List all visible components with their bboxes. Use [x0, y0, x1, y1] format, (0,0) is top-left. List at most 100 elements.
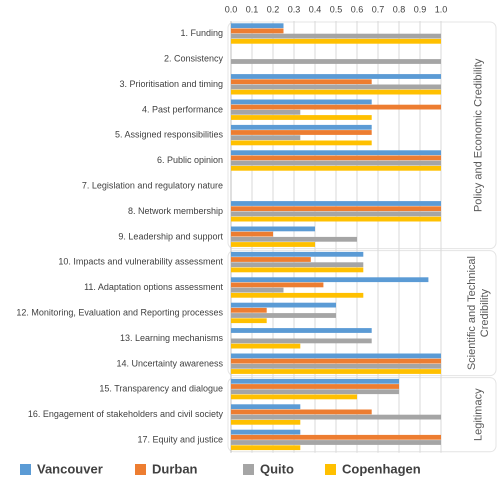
group-label-box: Policy and Economic Credibility: [472, 58, 485, 213]
bar: [231, 363, 441, 369]
bar: [231, 409, 372, 415]
bar: [231, 38, 441, 44]
y-tick-label: 2. Consistency: [164, 53, 224, 63]
bar: [231, 429, 301, 435]
y-tick-label: 10. Impacts and vulnerability assessment: [58, 257, 223, 267]
y-tick-label: 16. Engagement of stakeholders and civil…: [28, 409, 224, 419]
group-box: [227, 21, 497, 250]
legend-swatch: [20, 464, 31, 475]
y-tick-label: 14. Uncertainty awareness: [116, 358, 223, 368]
bar: [231, 267, 364, 273]
bar: [231, 160, 441, 166]
bar: [231, 257, 311, 262]
y-tick-label: 9. Leadership and support: [118, 231, 223, 241]
legend-swatch: [243, 464, 254, 475]
x-tick-label: 0.5: [330, 4, 343, 14]
x-tick-label: 0.8: [393, 4, 406, 14]
x-tick-label: 0.0: [225, 4, 238, 14]
group-label: Legitimacy: [472, 388, 485, 442]
bar: [231, 358, 441, 364]
y-tick-label: 13. Learning mechanisms: [120, 333, 224, 343]
bar: [231, 440, 441, 445]
y-tick-label: 7. Legislation and regulatory nature: [82, 180, 223, 190]
y-tick-label: 1. Funding: [180, 28, 223, 38]
bar: [231, 287, 284, 293]
group-box: [227, 377, 497, 453]
bar: [231, 59, 441, 64]
y-tick-label: 3. Prioritisation and timing: [119, 79, 223, 89]
y-tick-label: 8. Network membership: [128, 206, 223, 216]
bar: [231, 33, 441, 39]
legend-swatch: [325, 464, 336, 475]
bar: [231, 23, 284, 29]
group-label: Policy and Economic Credibility: [472, 58, 485, 213]
bar: [231, 318, 267, 324]
x-tick-label: 0.2: [267, 4, 280, 14]
bar: [231, 74, 441, 79]
bar: [231, 104, 441, 110]
bar: [231, 206, 441, 212]
legend-label: Copenhagen: [342, 461, 421, 476]
y-tick-label: 12. Monitoring, Evaluation and Reporting…: [16, 307, 223, 317]
x-tick-label: 0.6: [351, 4, 364, 14]
bar: [231, 262, 364, 268]
y-tick-label: 11. Adaptation options assessment: [84, 282, 223, 292]
bar: [231, 140, 372, 146]
bar: [231, 155, 441, 161]
bar: [231, 236, 357, 242]
bar: [231, 378, 399, 384]
bar: [231, 328, 372, 333]
x-tick-label: 0.1: [246, 4, 259, 14]
bar: [231, 251, 364, 257]
legend-label: Vancouver: [37, 461, 103, 476]
bar: [231, 150, 441, 156]
bar: [231, 353, 441, 359]
y-tick-label: 6. Public opinion: [157, 155, 223, 165]
bar: [231, 394, 357, 400]
bar: [231, 84, 441, 90]
bar: [231, 277, 429, 283]
bar: [231, 135, 301, 141]
bar: [231, 445, 301, 451]
bar: [231, 79, 372, 85]
bar: [231, 99, 372, 105]
group-box: [227, 250, 497, 377]
bar: [231, 343, 301, 349]
bar: [231, 130, 372, 135]
bar: [231, 242, 315, 247]
bar: [231, 211, 441, 217]
y-tick-label: 5. Assigned responsibilities: [115, 130, 224, 140]
bar: [231, 404, 301, 410]
bar: [231, 282, 324, 288]
legend-label: Durban: [152, 461, 198, 476]
x-tick-label: 1.0: [435, 4, 448, 14]
group-label: Scientific and Technical Credibility: [465, 256, 491, 371]
bar: [231, 231, 273, 237]
group-label-box: Scientific and Technical Credibility: [465, 256, 491, 371]
bar: [231, 109, 301, 115]
bar: [231, 369, 441, 374]
bar: [231, 434, 441, 440]
x-tick-label: 0.4: [309, 4, 322, 14]
x-tick-label: 0.3: [288, 4, 301, 14]
y-tick-label: 15. Transparency and dialogue: [99, 384, 223, 394]
y-tick-label: 4. Past performance: [142, 104, 223, 114]
bar: [231, 115, 372, 120]
bar: [231, 389, 399, 395]
bar: [231, 338, 372, 344]
x-tick-label: 0.7: [372, 4, 385, 14]
x-tick-label: 0.9: [414, 4, 427, 14]
bar: [231, 216, 441, 222]
bar: [231, 28, 284, 34]
bar: [231, 89, 441, 95]
bar: [231, 165, 441, 171]
bar: [231, 201, 441, 206]
bar: [231, 414, 441, 420]
group-label-box: Legitimacy: [472, 388, 485, 442]
bar: [231, 226, 315, 232]
bar: [231, 292, 364, 298]
legend-label: Quito: [260, 461, 294, 476]
bar: [231, 302, 336, 308]
y-tick-label: 17. Equity and justice: [137, 434, 223, 444]
